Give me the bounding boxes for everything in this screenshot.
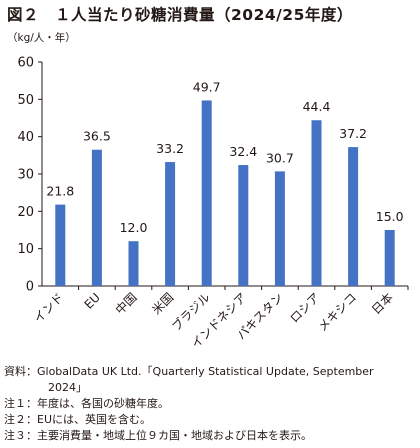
category-label: ロシア <box>287 290 322 325</box>
category-label: EU <box>82 290 103 311</box>
category-label: インド <box>31 290 66 325</box>
y-tick-label: 40 <box>17 130 34 145</box>
source-note: 資料：GlobalData UK Ltd.「Quarterly Statisti… <box>4 365 374 378</box>
bar <box>384 230 395 286</box>
bar <box>128 241 139 286</box>
y-axis-unit-label: （kg/人・年） <box>7 32 76 44</box>
category-label: 日本 <box>369 290 396 317</box>
data-label: 12.0 <box>120 220 148 235</box>
y-tick-label: 10 <box>17 242 34 257</box>
data-label: 21.8 <box>46 184 74 199</box>
data-label: 36.5 <box>83 129 111 144</box>
bar <box>274 171 285 286</box>
note-2: 注２：EUには、英国を含む。 <box>4 413 152 426</box>
bar-chart: 0 10 20 30 40 50 60 21.8 インド 36.5 EU 12.0 中国 33.2 米国 49… <box>17 56 409 351</box>
chart-title: 図２ １人当たり砂糖消費量（2024/25年度） <box>7 6 353 24</box>
data-label: 37.2 <box>339 126 367 141</box>
bar <box>348 147 359 286</box>
bar <box>55 204 66 286</box>
bar <box>91 149 102 286</box>
data-label: 32.4 <box>229 144 257 159</box>
category-label: 中国 <box>112 290 140 318</box>
data-label: 15.0 <box>376 209 404 224</box>
bar <box>238 165 249 286</box>
y-tick-label: 20 <box>17 205 34 220</box>
note-1: 注１：年度は、各国の砂糖年度。 <box>4 397 169 410</box>
note-3: 注３：主要消費量・地域上位９カ国・地域および日本を表示。 <box>4 429 312 442</box>
data-label: 49.7 <box>193 79 221 94</box>
y-tick-label: 0 <box>26 280 34 295</box>
bar <box>201 100 212 286</box>
y-tick-label: 50 <box>17 93 34 108</box>
data-label: 33.2 <box>156 141 184 156</box>
bar <box>165 162 176 286</box>
data-label: 44.4 <box>303 99 331 114</box>
notes-block: 資料：GlobalData UK Ltd.「Quarterly Statisti… <box>4 364 418 444</box>
source-note-continued: 2024」 <box>48 381 87 394</box>
y-tick-label: 60 <box>17 56 34 71</box>
y-tick-label: 30 <box>17 168 34 183</box>
bar <box>311 120 322 287</box>
category-label: メキシコ <box>315 290 359 334</box>
category-label: 米国 <box>149 290 176 317</box>
data-label: 30.7 <box>266 150 294 165</box>
